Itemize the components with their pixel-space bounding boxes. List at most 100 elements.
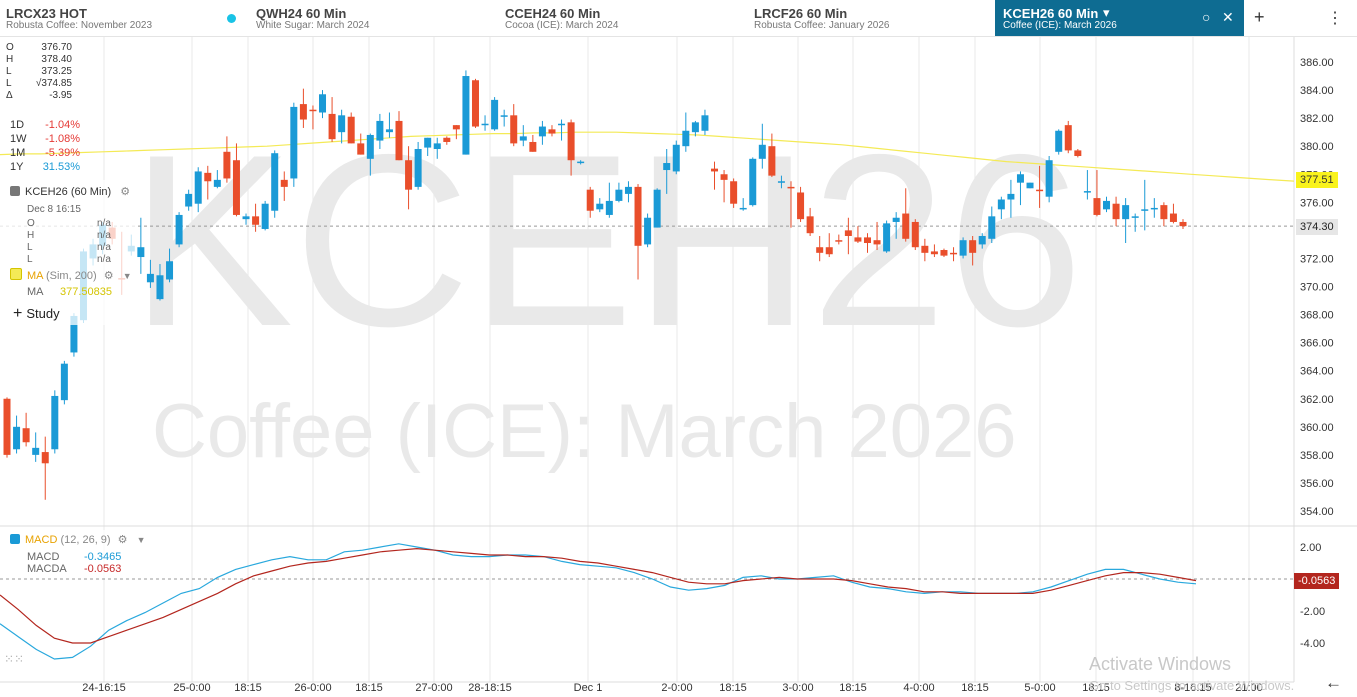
candle: [921, 238, 929, 262]
ohlc-value: √374.85: [35, 78, 72, 89]
tab-lrcf26[interactable]: LRCF26 60 Min Robusta Coffee: January 20…: [754, 0, 954, 36]
candle: [290, 102, 298, 187]
candle-body: [1055, 130, 1063, 152]
cursor-date: Dec 8 16:15: [27, 204, 81, 215]
candle-body: [586, 189, 594, 211]
ma-legend-row[interactable]: MA (Sim, 200) ⚙ ▼: [10, 268, 132, 282]
candle: [902, 188, 910, 242]
tab-cceh24[interactable]: CCEH24 60 Min Cocoa (ICE): March 2024: [505, 0, 705, 36]
more-menu-icon[interactable]: ⋮: [1327, 10, 1343, 27]
candle-body: [1179, 221, 1187, 227]
tab-qwh24[interactable]: QWH24 60 Min White Sugar: March 2024: [256, 0, 456, 36]
candle: [443, 136, 451, 145]
close-icon[interactable]: ✕: [1222, 9, 1234, 25]
chevron-down-icon[interactable]: ▼: [136, 535, 146, 545]
ma-value: 377.50835: [60, 286, 112, 298]
candle: [1122, 198, 1130, 244]
candle: [596, 198, 604, 213]
candle: [510, 104, 518, 147]
tab-symbol: LRCX23 HOT: [6, 6, 87, 21]
time-tick-label: 21:00: [1235, 682, 1263, 694]
candle: [519, 125, 527, 147]
candle: [232, 143, 240, 217]
candle: [51, 390, 59, 454]
candle: [137, 217, 145, 274]
candle-body: [1122, 205, 1130, 220]
cursor-key: O: [27, 218, 35, 229]
candle: [940, 248, 948, 258]
cursor-key: L: [27, 254, 33, 265]
candle-body: [366, 134, 374, 159]
chevron-down-icon[interactable]: ▼: [122, 271, 132, 281]
time-tick-label: 3-0:00: [782, 682, 813, 694]
gear-icon[interactable]: ⚙: [117, 534, 128, 546]
grid-dots-icon[interactable]: ⁙⁙: [4, 652, 25, 666]
tab-contract-name: Coffee (ICE): March 2026: [1003, 20, 1117, 31]
candle-body: [319, 94, 327, 113]
candle: [433, 137, 441, 159]
ohlc-key: H: [6, 54, 14, 65]
candle-body: [950, 252, 958, 255]
macd-color-swatch[interactable]: [10, 534, 20, 544]
candle: [213, 170, 221, 189]
ma-price-tag: 377.51: [1296, 172, 1338, 188]
candle-body: [481, 123, 489, 126]
time-tick-label: 18:15: [719, 682, 747, 694]
add-study-button[interactable]: + Study: [13, 305, 60, 323]
candle: [385, 112, 393, 138]
macd-params: (12, 26, 9): [60, 534, 111, 546]
ohlc-key: Δ: [6, 90, 13, 101]
time-tick-label: 4-0:00: [903, 682, 934, 694]
add-tab-icon[interactable]: +: [1254, 7, 1265, 27]
time-tick-label: 18:15: [961, 682, 989, 694]
candle-body: [1093, 198, 1101, 215]
cursor-value: n/a: [97, 230, 111, 241]
price-tick-label: 362.00: [1300, 394, 1334, 406]
time-tick-label: 5-0:00: [1024, 682, 1055, 694]
candle-body: [1141, 209, 1149, 211]
ma-color-swatch[interactable]: [10, 268, 22, 280]
candle-body: [758, 144, 766, 159]
time-tick-label: 2-0:00: [661, 682, 692, 694]
chart-canvas[interactable]: KCEH26 Coffee (ICE): March 2026 354.0035…: [0, 37, 1357, 697]
chevron-down-icon[interactable]: ▾: [1103, 5, 1110, 20]
radio-icon[interactable]: ○: [1202, 9, 1211, 25]
tab-kceh26-active[interactable]: KCEH26 60 Min Coffee (ICE): March 2026 ▾…: [995, 0, 1244, 36]
back-arrow-icon[interactable]: ←: [1325, 673, 1342, 692]
candle: [491, 97, 499, 131]
series-color-swatch[interactable]: [10, 186, 20, 196]
ohlc-value: 376.70: [41, 42, 72, 53]
candle: [376, 113, 384, 149]
gear-icon[interactable]: ⚙: [120, 186, 131, 198]
candle-body: [1083, 191, 1091, 193]
tab-lrcx23[interactable]: LRCX23 HOT Robusta Coffee: November 2023: [6, 0, 206, 36]
macd-legend-row[interactable]: MACD (12, 26, 9) ⚙ ▼: [10, 533, 146, 546]
candle: [500, 109, 508, 127]
candle-body: [730, 181, 738, 204]
candle-body: [443, 137, 451, 142]
candle: [1179, 219, 1187, 229]
candle-body: [280, 179, 288, 187]
candle: [395, 111, 403, 161]
candle-body: [873, 240, 881, 245]
candle: [615, 182, 623, 203]
macd-value: -0.0563: [84, 563, 122, 575]
ma-params: (Sim, 200): [45, 270, 97, 282]
candle-body: [720, 174, 728, 180]
time-axis: 24-16:15 25-0:00 18:15 26-0:00 18:15 27-0:00 2…: [82, 682, 1262, 694]
candle-body: [194, 171, 202, 204]
candle: [844, 217, 852, 255]
ohlc-panel: O 376.70 H 378.40 L 373.25 L √374.85 Δ -3.95: [6, 42, 72, 102]
candle-body: [1007, 193, 1015, 200]
gear-icon[interactable]: ⚙: [103, 270, 114, 282]
price-tick-label: 366.00: [1300, 338, 1334, 350]
ohlc-value: 378.40: [41, 54, 72, 65]
candle: [854, 226, 862, 244]
candle: [969, 235, 977, 266]
candle-body: [1150, 207, 1158, 210]
candle: [873, 221, 881, 251]
candle-body: [701, 115, 709, 131]
candle-body: [328, 113, 336, 140]
candle-body: [883, 223, 891, 252]
legend-symbol-row[interactable]: KCEH26 (60 Min) ⚙: [10, 185, 130, 198]
